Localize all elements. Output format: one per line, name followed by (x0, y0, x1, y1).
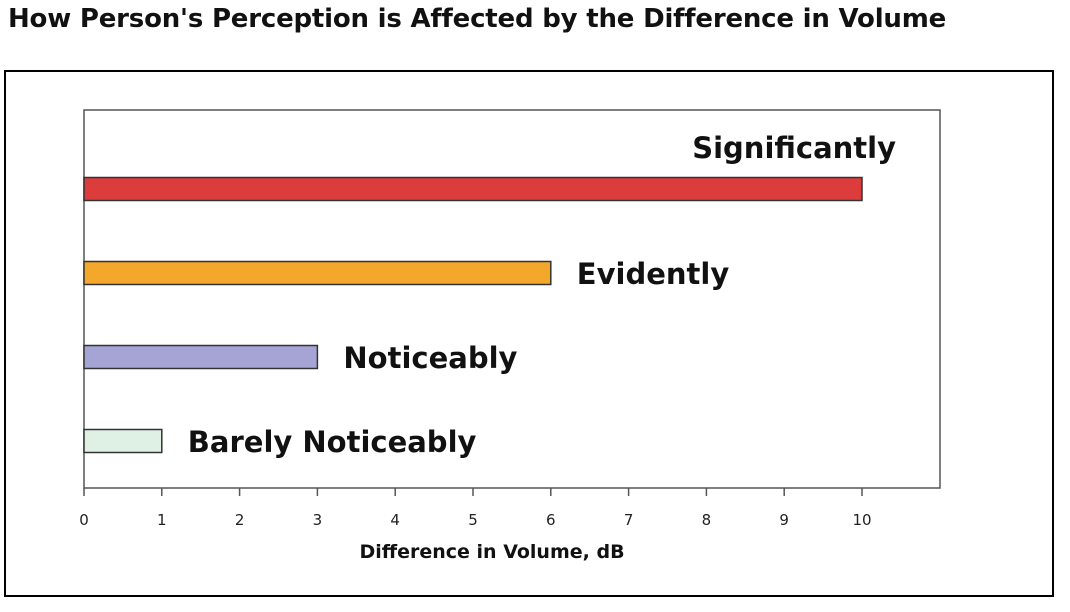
plot-area (83, 109, 941, 489)
bar-noticeably (83, 344, 319, 370)
x-tick-label: 0 (79, 511, 89, 529)
bar-label-evidently: Evidently (577, 257, 730, 291)
x-tick-label: 7 (624, 511, 634, 529)
bar-label-barely-noticeably: Barely Noticeably (188, 425, 477, 459)
bar-barely-noticeably (83, 428, 163, 454)
bars-group (83, 176, 863, 454)
chart-frame (4, 70, 1054, 597)
x-axis-ticks-group: 0 1 2 3 4 5 6 7 8 9 10 (79, 488, 872, 529)
category-labels-group: Significantly Evidently Noticeably Barely N… (188, 131, 896, 459)
x-tick-label: 9 (779, 511, 789, 529)
bar-significantly (83, 176, 863, 202)
bar-label-noticeably: Noticeably (343, 341, 517, 375)
x-tick-label: 1 (157, 511, 167, 529)
x-tick-label: 3 (313, 511, 323, 529)
x-tick-label: 8 (702, 511, 712, 529)
x-tick-label: 4 (390, 511, 400, 529)
bar-label-significantly: Significantly (692, 131, 896, 165)
x-tick-label: 10 (852, 511, 871, 529)
x-tick-label: 6 (546, 511, 556, 529)
x-tick-label: 5 (468, 511, 478, 529)
bar-evidently (83, 260, 552, 286)
x-tick-label: 2 (235, 511, 245, 529)
chart-title: How Person's Perception is Affected by t… (8, 4, 947, 34)
x-axis-title: Difference in Volume, dB (359, 541, 624, 563)
